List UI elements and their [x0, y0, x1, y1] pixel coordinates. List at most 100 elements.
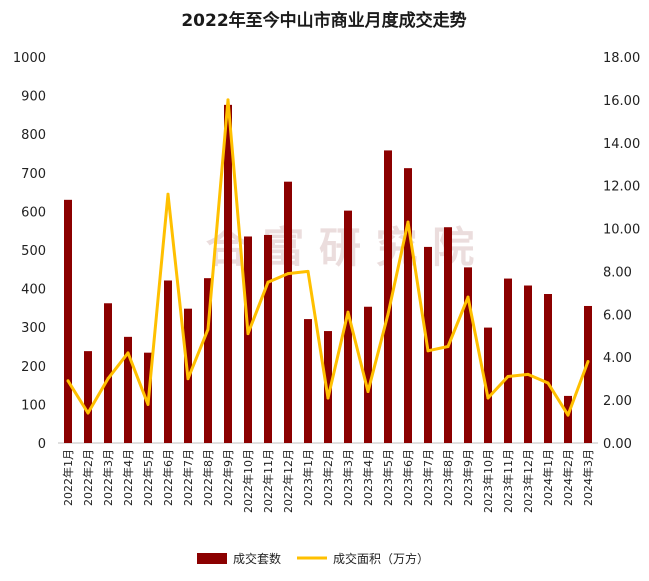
x-tick-label: 2022年8月: [201, 449, 215, 506]
bar: [284, 181, 292, 444]
chart-title: 2022年至今中山市商业月度成交走势: [181, 10, 466, 31]
y-left-tick-label: 0: [38, 437, 46, 452]
bar: [544, 294, 552, 443]
x-tick-label: 2022年12月: [281, 449, 295, 513]
x-tick-label: 2023年6月: [401, 449, 415, 506]
line-point: [506, 375, 510, 379]
x-tick-label: 2023年2月: [321, 449, 335, 506]
y-left-tick-label: 600: [21, 205, 46, 220]
x-tick-label: 2023年5月: [381, 449, 395, 506]
x-tick-label: 2023年11月: [501, 449, 515, 513]
line-point: [266, 280, 270, 284]
y-right-tick-label: 6.00: [603, 308, 632, 323]
y-left-tick-label: 400: [21, 283, 46, 298]
x-tick-label: 2023年3月: [341, 449, 355, 506]
legend-bar-swatch: [197, 553, 227, 564]
x-tick-label: 2022年9月: [221, 449, 235, 506]
x-tick-label: 2023年9月: [461, 449, 475, 506]
y-right-tick-label: 16.00: [603, 94, 640, 109]
line-point: [206, 327, 210, 331]
bar: [324, 331, 332, 443]
bar: [384, 150, 392, 444]
line-point: [126, 351, 130, 355]
bar: [244, 236, 252, 443]
bar: [484, 327, 492, 443]
line-point: [486, 396, 490, 400]
bar: [264, 234, 272, 443]
x-tick-label: 2022年2月: [81, 449, 95, 506]
line-point: [446, 345, 450, 348]
y-left-tick-label: 800: [21, 128, 46, 143]
bar: [564, 395, 572, 443]
y-left-tick-label: 200: [21, 360, 46, 375]
line-point: [586, 360, 590, 364]
y-right-tick-label: 8.00: [603, 265, 632, 280]
x-tick-label: 2022年6月: [161, 449, 175, 506]
y-right-tick-label: 12.00: [603, 180, 640, 195]
x-axis-labels: 2022年1月 2022年2月 2022年3月 2022年4月 2022年5月 2022年…: [61, 449, 595, 513]
x-tick-label: 2022年7月: [181, 449, 195, 506]
x-tick-label: 2024年3月: [581, 449, 595, 506]
x-tick-label: 2024年2月: [561, 449, 575, 506]
line-point: [86, 411, 90, 415]
y-right-tick-label: 10.00: [603, 223, 640, 238]
y-left-tick-label: 100: [21, 398, 46, 413]
line-point: [66, 379, 70, 383]
x-tick-label: 2022年11月: [261, 449, 275, 513]
x-tick-label: 2022年3月: [101, 449, 115, 506]
x-tick-label: 2022年10月: [241, 449, 255, 513]
line-point: [386, 312, 390, 316]
x-tick-label: 2023年7月: [421, 449, 435, 506]
bar: [204, 278, 212, 443]
line-point: [566, 413, 570, 417]
bar: [64, 199, 72, 443]
line-point: [306, 269, 310, 273]
bar: [504, 278, 512, 443]
y-left-tick-label: 500: [21, 244, 46, 259]
line-point: [326, 396, 330, 400]
line-point: [526, 372, 530, 376]
x-tick-label: 2023年12月: [521, 449, 535, 513]
x-tick-label: 2023年4月: [361, 449, 375, 506]
x-tick-label: 2022年1月: [61, 449, 75, 506]
bar: [524, 285, 532, 443]
y-right-tick-label: 14.00: [603, 137, 640, 152]
x-tick-label: 2022年5月: [141, 449, 155, 506]
line-point: [146, 402, 150, 406]
bar: [364, 306, 372, 443]
line-point: [106, 377, 110, 381]
line-point: [426, 349, 430, 353]
line-point: [466, 295, 470, 299]
bar: [344, 210, 352, 443]
y-left-tick-label: 700: [21, 167, 46, 182]
line-point: [346, 310, 350, 314]
y-left-tick-label: 900: [21, 90, 46, 105]
y-right-tick-label: 0.00: [603, 437, 632, 452]
y-right-tick-label: 4.00: [603, 351, 632, 366]
line-series: [66, 98, 590, 417]
x-tick-label: 2022年4月: [121, 449, 135, 506]
x-tick-label: 2023年8月: [441, 449, 455, 506]
line-point: [246, 332, 250, 336]
bar: [224, 104, 232, 443]
line-point: [186, 377, 190, 381]
bar: [164, 280, 172, 443]
legend-bar-label: 成交套数: [233, 551, 281, 566]
y-right-tick-label: 2.00: [603, 394, 632, 409]
line-point: [166, 192, 170, 196]
bar: [464, 267, 472, 443]
bar: [84, 351, 92, 443]
bar: [104, 303, 112, 443]
bar: [584, 305, 592, 443]
x-tick-label: 2023年10月: [481, 449, 495, 513]
bar: [404, 168, 412, 443]
legend-line-label: 成交面积（万方）: [333, 551, 429, 566]
bar: [124, 336, 132, 443]
y-right-tick-label: 18.00: [603, 51, 640, 66]
y-left-tick-label: 1000: [13, 51, 46, 66]
axes: 0 100 200 300 400 500 600 700 800 900 1000 0.00 2.00…: [13, 51, 640, 452]
line-point: [286, 272, 290, 276]
bar: [304, 319, 312, 443]
